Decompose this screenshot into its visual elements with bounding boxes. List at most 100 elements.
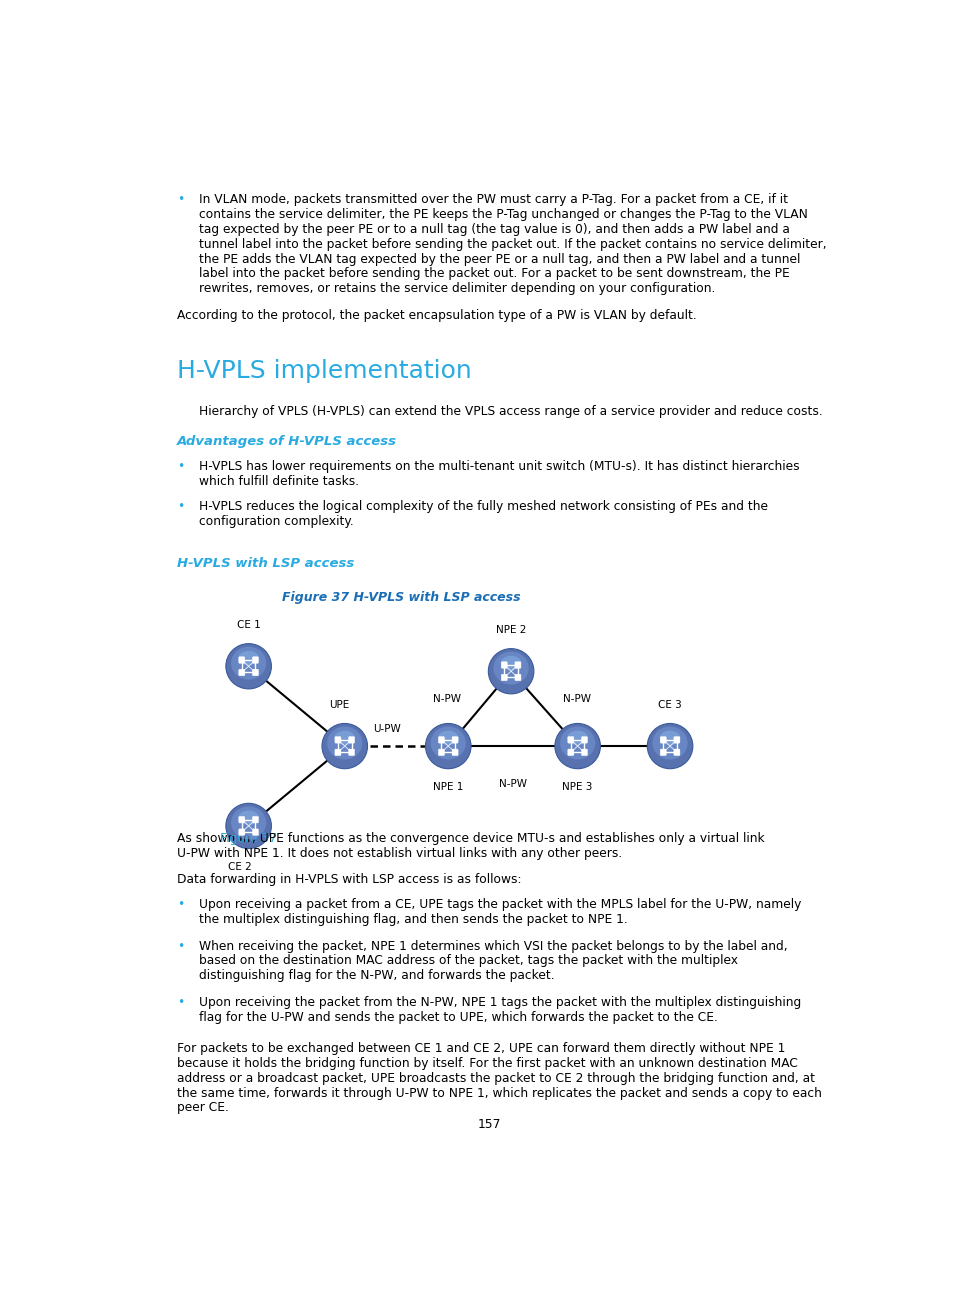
- Text: the same time, forwards it through U-PW to NPE 1, which replicates the packet an: the same time, forwards it through U-PW …: [176, 1086, 821, 1100]
- Text: contains the service delimiter, the PE keeps the P-Tag unchanged or changes the : contains the service delimiter, the PE k…: [199, 209, 807, 222]
- Ellipse shape: [238, 651, 258, 665]
- Ellipse shape: [559, 727, 595, 759]
- FancyBboxPatch shape: [348, 736, 355, 743]
- FancyBboxPatch shape: [253, 816, 258, 823]
- Text: CE 3: CE 3: [658, 700, 681, 710]
- Text: flag for the U-PW and sends the packet to UPE, which forwards the packet to the : flag for the U-PW and sends the packet t…: [199, 1011, 718, 1024]
- Text: the PE adds the VLAN tag expected by the peer PE or a null tag, and then a PW la: the PE adds the VLAN tag expected by the…: [199, 253, 800, 266]
- Ellipse shape: [500, 656, 521, 670]
- FancyBboxPatch shape: [238, 816, 245, 823]
- FancyBboxPatch shape: [348, 749, 355, 756]
- FancyBboxPatch shape: [580, 749, 587, 756]
- Ellipse shape: [231, 647, 266, 679]
- Text: U-PW with NPE 1. It does not establish virtual links with any other peers.: U-PW with NPE 1. It does not establish v…: [176, 846, 621, 859]
- FancyBboxPatch shape: [659, 749, 665, 756]
- Ellipse shape: [238, 810, 258, 824]
- Text: N-PW: N-PW: [562, 693, 590, 704]
- Text: Upon receiving the packet from the N-PW, NPE 1 tags the packet with the multiple: Upon receiving the packet from the N-PW,…: [199, 995, 801, 1008]
- Text: H-VPLS has lower requirements on the multi-tenant unit switch (MTU-s). It has di: H-VPLS has lower requirements on the mul…: [199, 460, 799, 473]
- Text: CE 2: CE 2: [228, 862, 252, 872]
- Ellipse shape: [493, 652, 528, 684]
- Text: CE 1: CE 1: [236, 621, 260, 630]
- FancyBboxPatch shape: [335, 749, 340, 756]
- Text: •: •: [176, 940, 184, 953]
- Ellipse shape: [488, 648, 534, 693]
- FancyBboxPatch shape: [253, 829, 258, 836]
- FancyBboxPatch shape: [452, 749, 457, 756]
- Text: the multiplex distinguishing flag, and then sends the packet to NPE 1.: the multiplex distinguishing flag, and t…: [199, 912, 627, 925]
- FancyBboxPatch shape: [438, 749, 444, 756]
- FancyBboxPatch shape: [580, 736, 587, 743]
- Text: address or a broadcast packet, UPE broadcasts the packet to CE 2 through the bri: address or a broadcast packet, UPE broad…: [176, 1072, 814, 1085]
- Text: H-VPLS with LSP access: H-VPLS with LSP access: [176, 557, 354, 570]
- Text: U-PW: U-PW: [373, 724, 400, 734]
- FancyBboxPatch shape: [238, 669, 245, 675]
- Ellipse shape: [647, 723, 692, 769]
- Ellipse shape: [327, 727, 362, 759]
- FancyBboxPatch shape: [238, 829, 245, 836]
- FancyBboxPatch shape: [567, 749, 574, 756]
- Text: According to the protocol, the packet encapsulation type of a PW is VLAN by defa: According to the protocol, the packet en…: [176, 308, 696, 321]
- Text: which fulfill definite tasks.: which fulfill definite tasks.: [199, 476, 359, 489]
- Text: NPE 2: NPE 2: [496, 626, 526, 635]
- Ellipse shape: [652, 727, 687, 759]
- FancyBboxPatch shape: [567, 736, 574, 743]
- Text: •: •: [176, 995, 184, 1008]
- Ellipse shape: [659, 731, 679, 745]
- Text: N-PW: N-PW: [498, 779, 526, 789]
- Text: based on the destination MAC address of the packet, tags the packet with the mul: based on the destination MAC address of …: [199, 954, 738, 967]
- Text: , UPE functions as the convergence device MTU-s and establishes only a virtual l: , UPE functions as the convergence devic…: [252, 832, 764, 845]
- FancyBboxPatch shape: [515, 662, 520, 669]
- FancyBboxPatch shape: [659, 736, 665, 743]
- FancyBboxPatch shape: [452, 736, 457, 743]
- Text: NPE 1: NPE 1: [433, 781, 463, 792]
- FancyBboxPatch shape: [438, 736, 444, 743]
- Text: tag expected by the peer PE or to a null tag (the tag value is 0), and then adds: tag expected by the peer PE or to a null…: [199, 223, 789, 236]
- FancyBboxPatch shape: [253, 657, 258, 664]
- Text: 157: 157: [476, 1118, 500, 1131]
- Text: Figure 37 H-VPLS with LSP access: Figure 37 H-VPLS with LSP access: [282, 591, 520, 604]
- FancyBboxPatch shape: [238, 657, 245, 664]
- Text: N-PW: N-PW: [433, 693, 460, 704]
- Text: For packets to be exchanged between CE 1 and CE 2, UPE can forward them directly: For packets to be exchanged between CE 1…: [176, 1042, 784, 1055]
- Text: H-VPLS implementation: H-VPLS implementation: [176, 359, 471, 382]
- Ellipse shape: [437, 731, 458, 745]
- Text: UPE: UPE: [329, 700, 349, 710]
- FancyBboxPatch shape: [500, 662, 507, 669]
- FancyBboxPatch shape: [673, 749, 679, 756]
- Text: •: •: [176, 460, 184, 473]
- Text: When receiving the packet, NPE 1 determines which VSI the packet belongs to by t: When receiving the packet, NPE 1 determi…: [199, 940, 787, 953]
- FancyBboxPatch shape: [673, 736, 679, 743]
- Text: Figure 37: Figure 37: [220, 832, 276, 845]
- Text: because it holds the bridging function by itself. For the first packet with an u: because it holds the bridging function b…: [176, 1058, 797, 1070]
- Text: NPE 3: NPE 3: [562, 781, 592, 792]
- FancyBboxPatch shape: [253, 669, 258, 675]
- Ellipse shape: [231, 806, 266, 840]
- FancyBboxPatch shape: [500, 674, 507, 680]
- Text: tunnel label into the packet before sending the packet out. If the packet contai: tunnel label into the packet before send…: [199, 237, 826, 250]
- Text: peer CE.: peer CE.: [176, 1102, 229, 1115]
- Ellipse shape: [555, 723, 599, 769]
- Text: •: •: [176, 500, 184, 513]
- Ellipse shape: [430, 727, 465, 759]
- Text: configuration complexity.: configuration complexity.: [199, 515, 354, 527]
- Text: label into the packet before sending the packet out. For a packet to be sent dow: label into the packet before sending the…: [199, 267, 789, 280]
- Text: As shown in: As shown in: [176, 832, 253, 845]
- Ellipse shape: [322, 723, 367, 769]
- Ellipse shape: [335, 731, 355, 745]
- FancyBboxPatch shape: [515, 674, 520, 680]
- Ellipse shape: [226, 804, 271, 849]
- Ellipse shape: [425, 723, 471, 769]
- Text: Data forwarding in H-VPLS with LSP access is as follows:: Data forwarding in H-VPLS with LSP acces…: [176, 874, 521, 886]
- Text: Advantages of H-VPLS access: Advantages of H-VPLS access: [176, 434, 396, 447]
- Text: •: •: [176, 898, 184, 911]
- Text: In VLAN mode, packets transmitted over the PW must carry a P-Tag. For a packet f: In VLAN mode, packets transmitted over t…: [199, 193, 787, 206]
- Text: •: •: [176, 193, 184, 206]
- Ellipse shape: [226, 644, 271, 689]
- Ellipse shape: [567, 731, 587, 745]
- Text: Hierarchy of VPLS (H-VPLS) can extend the VPLS access range of a service provide: Hierarchy of VPLS (H-VPLS) can extend th…: [199, 404, 822, 417]
- FancyBboxPatch shape: [335, 736, 340, 743]
- Text: Upon receiving a packet from a CE, UPE tags the packet with the MPLS label for t: Upon receiving a packet from a CE, UPE t…: [199, 898, 801, 911]
- Text: distinguishing flag for the N-PW, and forwards the packet.: distinguishing flag for the N-PW, and fo…: [199, 969, 554, 982]
- Text: rewrites, removes, or retains the service delimiter depending on your configurat: rewrites, removes, or retains the servic…: [199, 283, 715, 295]
